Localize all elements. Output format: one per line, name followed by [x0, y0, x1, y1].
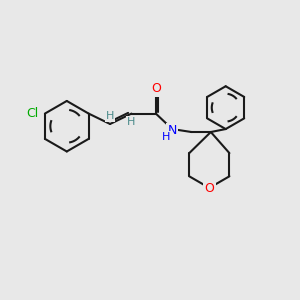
Text: H: H — [127, 117, 136, 127]
Text: O: O — [204, 182, 214, 195]
Text: N: N — [167, 124, 177, 137]
Text: Cl: Cl — [27, 107, 39, 120]
Text: O: O — [151, 82, 161, 95]
Text: H: H — [161, 132, 170, 142]
Text: H: H — [106, 111, 114, 121]
